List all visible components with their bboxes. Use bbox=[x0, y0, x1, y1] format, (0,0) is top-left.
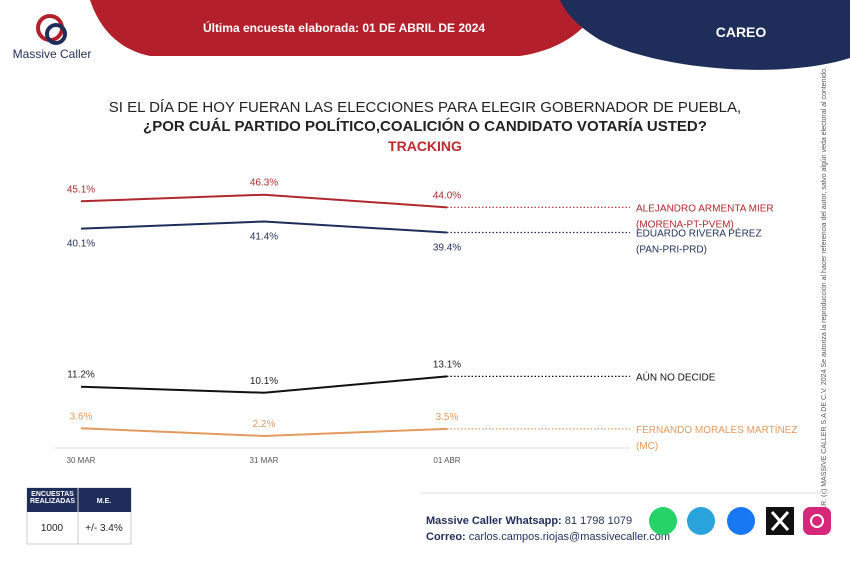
value-label: 3.6% bbox=[70, 411, 93, 422]
whatsapp-label: Massive Caller Whatsapp: bbox=[426, 515, 562, 527]
chart-tag: TRACKING bbox=[388, 138, 462, 154]
series-line bbox=[80, 220, 448, 234]
chart-title: SI EL DÍA DE HOY FUERAN LAS ELECCIONES P… bbox=[109, 99, 741, 116]
table-cell: +/- 3.4% bbox=[85, 523, 123, 534]
table-cell: ENCUESTAS REALIZADAS bbox=[29, 491, 76, 505]
footer-line: Massive Caller Whatsapp: 81 1798 1079 bbox=[426, 515, 632, 527]
x-tick-label: 01 ABR bbox=[433, 456, 460, 465]
whatsapp-icon[interactable] bbox=[649, 507, 677, 535]
value-label: 2.2% bbox=[253, 419, 276, 430]
social-icons bbox=[649, 507, 831, 535]
value-label: 46.3% bbox=[250, 178, 278, 189]
x-glyph bbox=[770, 511, 790, 531]
value-label: 10.1% bbox=[250, 376, 278, 387]
table-header-cell: ENCUESTAS REALIZADAS bbox=[29, 491, 76, 505]
legend-name: EDUARDO RIVERA PÉREZ bbox=[636, 226, 762, 239]
legend-name: FERNANDO MORALES MARTÍNEZ bbox=[636, 423, 798, 436]
value-label: 3.5% bbox=[436, 412, 459, 423]
legend-name: AÚN NO DECIDE bbox=[636, 370, 716, 383]
legend-party: (PAN-PRI-PRD) bbox=[636, 244, 707, 255]
logo-text: Massive Caller bbox=[13, 47, 92, 61]
value-label: 44.0% bbox=[433, 190, 461, 201]
header-navy bbox=[560, 0, 850, 70]
series-line bbox=[80, 427, 448, 437]
x-tick-label: 31 MAR bbox=[250, 456, 279, 465]
legend-party: (MORENA-PT-PVEM) bbox=[636, 219, 734, 230]
survey-date: Última encuesta elaborada: 01 DE ABRIL D… bbox=[203, 20, 485, 35]
x-tick-label: 30 MAR bbox=[67, 456, 96, 465]
value-label: 39.4% bbox=[433, 242, 461, 253]
header-red bbox=[90, 0, 600, 56]
facebook-icon[interactable] bbox=[727, 507, 755, 535]
whatsapp: 81 1798 1079 bbox=[565, 515, 632, 527]
section: CAREO bbox=[716, 24, 767, 40]
value-label: 13.1% bbox=[433, 359, 461, 370]
value-label: 11.2% bbox=[67, 370, 95, 381]
legend-party: (MC) bbox=[636, 441, 658, 452]
logo-icon bbox=[36, 14, 67, 45]
table-header bbox=[27, 488, 131, 512]
series-line bbox=[80, 193, 448, 209]
series-line bbox=[80, 375, 448, 394]
instagram-icon[interactable] bbox=[803, 507, 831, 535]
chart-subtitle: ¿POR CUÁL PARTIDO POLÍTICO,COALICIÓN O C… bbox=[143, 117, 707, 135]
table-cell: 1000 bbox=[41, 523, 64, 534]
table-header-cell: M.E. bbox=[97, 498, 111, 505]
instagram-glyph bbox=[810, 514, 824, 528]
value-label: 40.1% bbox=[67, 239, 95, 250]
legend-name: ALEJANDRO ARMENTA MIER bbox=[636, 203, 774, 214]
email: carlos.campos.riojas@massivecaller.com bbox=[469, 531, 670, 543]
footer-line: Correo: carlos.campos.riojas@massivecall… bbox=[426, 531, 670, 543]
telegram-icon[interactable] bbox=[687, 507, 715, 535]
email-label: Correo: bbox=[426, 531, 466, 543]
value-label: 41.4% bbox=[250, 232, 278, 243]
value-label: 45.1% bbox=[67, 184, 95, 195]
side-note: D.R. (c) MASSIVE CALLER S.A DE C.V. 2024… bbox=[821, 67, 828, 513]
